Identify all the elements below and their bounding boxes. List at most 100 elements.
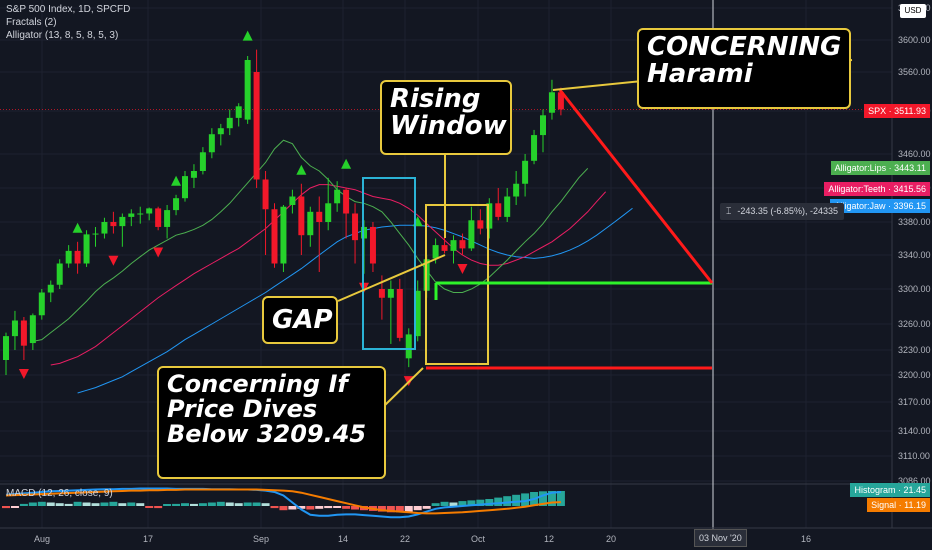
candle-body bbox=[343, 189, 350, 214]
macd-histogram-bar bbox=[163, 504, 172, 506]
price-axis-label: 3170.00 bbox=[898, 397, 931, 407]
macd-histogram-bar bbox=[315, 506, 324, 509]
fractal-up-marker bbox=[341, 158, 352, 169]
macd-legend[interactable]: MACD (12, 26, close, 9) bbox=[6, 488, 113, 499]
measure-tool-readout[interactable]: ⌶ -243.35 (-6.85%), -24335 bbox=[720, 203, 844, 220]
price-dive-annotation[interactable]: Concerning If Price Dives Below 3209.45 bbox=[157, 366, 386, 479]
signal-line bbox=[5, 488, 561, 515]
macd-histogram-bar bbox=[172, 503, 181, 506]
macd-histogram-bar bbox=[404, 506, 413, 512]
teeth-price-tag: Alligator:Teeth · 3415.56 bbox=[824, 182, 930, 196]
candle-body bbox=[289, 196, 296, 205]
candle-body bbox=[92, 233, 99, 235]
candle-body bbox=[20, 320, 27, 346]
candle-body bbox=[387, 289, 394, 298]
candle-body bbox=[199, 152, 206, 171]
candle-body bbox=[164, 210, 171, 227]
time-axis-label: Oct bbox=[471, 534, 486, 544]
candle-body bbox=[495, 203, 502, 217]
currency-badge[interactable]: USD bbox=[900, 4, 926, 18]
macd-histogram-bar bbox=[19, 503, 28, 506]
macd-histogram-bar bbox=[539, 491, 547, 506]
macd-histogram-bar bbox=[46, 502, 55, 506]
macd-histogram-bar bbox=[64, 503, 73, 506]
macd-histogram-bar bbox=[395, 506, 404, 513]
lips-price-tag: Alligator:Lips · 3443.11 bbox=[830, 161, 930, 175]
macd-histogram-bar bbox=[2, 506, 10, 509]
candle-body bbox=[504, 196, 511, 217]
macd-histogram-bar bbox=[234, 503, 243, 506]
candle-body bbox=[146, 208, 153, 214]
candle-body bbox=[3, 336, 9, 360]
fractal-down-marker bbox=[108, 255, 119, 266]
candle-body bbox=[459, 240, 466, 249]
candle-body bbox=[173, 198, 180, 211]
macd-histogram-bar bbox=[55, 503, 64, 506]
harami-annotation[interactable]: CONCERNING Harami bbox=[637, 28, 851, 109]
alligator-legend[interactable]: Alligator (13, 8, 5, 8, 5, 3) bbox=[6, 30, 119, 41]
macd-histogram-bar bbox=[100, 502, 109, 506]
candle-body bbox=[405, 334, 412, 359]
candle-body bbox=[369, 226, 376, 264]
time-axis-label: Aug bbox=[34, 534, 50, 544]
price-axis-label: 3380.00 bbox=[898, 217, 931, 227]
time-axis-label: 22 bbox=[400, 534, 410, 544]
price-axis-label: 3600.00 bbox=[898, 35, 931, 45]
macd-histogram-bar bbox=[198, 503, 207, 506]
candle-body bbox=[74, 250, 81, 264]
macd-histogram-bar bbox=[181, 503, 189, 506]
macd-histogram-bar bbox=[261, 503, 270, 506]
macd-histogram-bar bbox=[28, 502, 37, 506]
candle-body bbox=[378, 289, 385, 298]
fractal-up-marker bbox=[171, 175, 182, 186]
candle-body bbox=[531, 135, 538, 161]
jaw-price-tag: Alligator:Jaw · 3396.15 bbox=[830, 199, 930, 213]
macd-histogram-bar bbox=[476, 499, 485, 506]
annotation-pointer bbox=[337, 254, 446, 302]
price-axis-label: 3560.00 bbox=[898, 67, 931, 77]
fractal-up-marker bbox=[296, 164, 307, 175]
candle-body bbox=[65, 250, 72, 264]
macd-histogram-bar bbox=[207, 502, 216, 506]
macd-histogram-bar bbox=[91, 503, 100, 506]
candle-body bbox=[110, 222, 117, 227]
macd-histogram-bar bbox=[82, 502, 91, 506]
macd-histogram-bar bbox=[288, 506, 297, 510]
macd-histogram-bar bbox=[512, 494, 521, 506]
candle-body bbox=[262, 179, 269, 210]
candle-body bbox=[522, 160, 529, 184]
symbol-label[interactable]: S&P 500 Index, 1D, SPCFD bbox=[6, 4, 131, 15]
macd-histogram-bar bbox=[270, 506, 279, 509]
candle-body bbox=[226, 117, 233, 129]
macd-histogram-bar bbox=[458, 501, 467, 506]
fractal-down-marker bbox=[457, 264, 468, 274]
macd-histogram-bar bbox=[127, 502, 136, 506]
candle-body bbox=[280, 206, 287, 264]
macd-histogram-bar bbox=[189, 503, 198, 506]
macd-histogram-bar bbox=[109, 501, 118, 506]
macd-histogram-bar bbox=[386, 506, 395, 513]
candle-body bbox=[307, 211, 314, 236]
gap-annotation[interactable]: GAP bbox=[262, 296, 338, 344]
macd-histogram-bar bbox=[333, 506, 342, 508]
time-axis-label: 17 bbox=[143, 534, 153, 544]
fractal-up-marker bbox=[72, 222, 83, 233]
rising-window-annotation[interactable]: Rising Window bbox=[380, 80, 512, 155]
macd-histogram-bar bbox=[494, 497, 503, 506]
fractals-legend[interactable]: Fractals (2) bbox=[6, 17, 57, 28]
time-axis-label: 14 bbox=[338, 534, 348, 544]
price-axis-label: 3086.00 bbox=[898, 476, 931, 486]
macd-histogram-bar bbox=[485, 499, 494, 506]
candle-body bbox=[298, 196, 305, 236]
candle-body bbox=[83, 234, 90, 264]
histogram-tag: Histogram · 21.45 bbox=[850, 483, 930, 497]
candle-body bbox=[29, 315, 36, 344]
candle-body bbox=[414, 290, 421, 337]
macd-histogram-bar bbox=[503, 496, 512, 506]
macd-histogram-bar bbox=[377, 506, 386, 512]
gap-highlight-box bbox=[362, 177, 416, 350]
candle-body bbox=[190, 171, 197, 178]
candle-body bbox=[513, 183, 520, 197]
candle-body bbox=[56, 263, 63, 285]
